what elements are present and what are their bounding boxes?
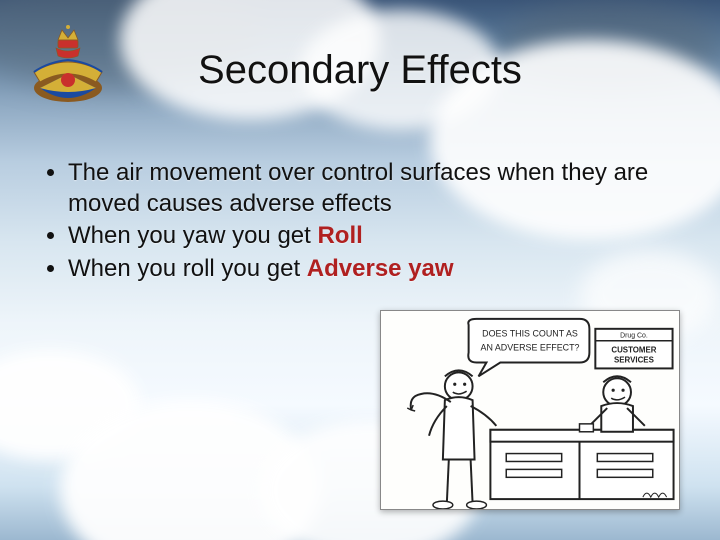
bullet-text: When you roll you get: [68, 255, 307, 282]
slide: Secondary Effects The air movement over …: [0, 0, 720, 540]
bullet-item: When you yaw you get Roll: [68, 221, 678, 252]
svg-text:CUSTOMER: CUSTOMER: [611, 346, 656, 355]
bullet-text: The air movement over control surfaces w…: [68, 159, 648, 217]
slide-title: Secondary Effects: [0, 48, 720, 93]
svg-text:AN ADVERSE EFFECT?: AN ADVERSE EFFECT?: [481, 343, 580, 353]
bullet-text: When you yaw you get: [68, 222, 317, 249]
cartoon-sign-top: Drug Co.: [620, 333, 648, 340]
bullet-item: The air movement over control surfaces w…: [68, 158, 678, 219]
bullet-item: When you roll you get Adverse yaw: [68, 254, 678, 285]
svg-text:DOES THIS COUNT AS: DOES THIS COUNT AS: [482, 329, 578, 339]
cartoon-panel: Drug Co. CUSTOMER SERVICES DOES THIS COU…: [380, 310, 680, 510]
bullet-emph: Adverse yaw: [307, 255, 454, 282]
bullet-list: The air movement over control surfaces w…: [42, 158, 678, 287]
bullet-emph: Roll: [317, 222, 362, 249]
svg-text:SERVICES: SERVICES: [614, 355, 654, 364]
